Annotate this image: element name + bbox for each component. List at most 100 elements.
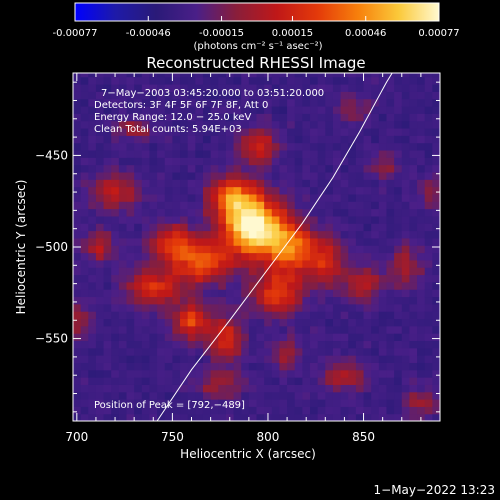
heatmap-cell (164, 340, 173, 349)
heatmap-cell (73, 340, 82, 349)
heatmap-cell (401, 201, 411, 210)
heatmap-cell (141, 83, 151, 92)
heatmap-cell (317, 347, 326, 356)
heatmap-cell (355, 186, 365, 195)
heatmap-cell (348, 384, 357, 393)
colorbar-tick-label: -0.00077 (53, 28, 98, 39)
heatmap-cell (157, 120, 166, 129)
heatmap-cell (332, 201, 342, 210)
heatmap-cell (264, 391, 273, 400)
heatmap-cell (95, 73, 105, 78)
heatmap-cell (80, 179, 89, 188)
heatmap-cell (164, 237, 173, 246)
heatmap-cell (134, 333, 143, 342)
heatmap-cell (118, 171, 128, 180)
heatmap-cell (141, 98, 151, 107)
heatmap-cell (134, 164, 143, 173)
heatmap-cell (195, 201, 204, 210)
heatmap-cell (80, 127, 89, 136)
heatmap-cell (386, 127, 395, 136)
heatmap-cell (141, 186, 151, 195)
heatmap-cell (141, 311, 151, 320)
heatmap-cell (141, 237, 151, 246)
heatmap-cell (302, 303, 311, 312)
heatmap-cell (248, 208, 258, 217)
heatmap-cell (355, 267, 365, 276)
heatmap-cell (264, 325, 273, 334)
heatmap-cell (164, 245, 173, 254)
heatmap-cell (172, 311, 181, 320)
heatmap-cell (332, 208, 342, 217)
heatmap-cell (218, 127, 227, 136)
heatmap-cell (256, 135, 265, 144)
heatmap-cell (409, 83, 418, 92)
heatmap-cell (241, 223, 250, 232)
heatmap-cell (73, 311, 82, 320)
heatmap-cell (95, 340, 105, 349)
heatmap-cell (378, 267, 388, 276)
heatmap-cell (271, 73, 281, 78)
heatmap-cell (118, 369, 128, 378)
heatmap-cell (157, 113, 166, 122)
heatmap-cell (157, 135, 166, 144)
heatmap-cell (355, 245, 365, 254)
heatmap-cell (401, 340, 411, 349)
heatmap-cell (241, 391, 250, 400)
heatmap-cell (180, 318, 189, 327)
heatmap-cell (325, 296, 334, 305)
heatmap-cell (325, 252, 334, 261)
heatmap-cell (118, 355, 128, 363)
heatmap-cell (195, 149, 204, 158)
heatmap-cell (332, 325, 342, 334)
heatmap-cell (310, 193, 319, 202)
heatmap-cell (256, 406, 265, 415)
heatmap-cell (111, 325, 120, 334)
heatmap-cell (195, 127, 204, 136)
heatmap-cell (317, 362, 326, 371)
heatmap-cell (310, 384, 319, 393)
heatmap-cell (202, 413, 212, 421)
heatmap-cell (424, 127, 433, 136)
heatmap-cell (294, 377, 303, 385)
heatmap-cell (340, 83, 349, 92)
heatmap-cell (80, 289, 89, 298)
heatmap-cell (126, 340, 135, 349)
heatmap-cell (210, 164, 219, 173)
heatmap-cell (294, 245, 303, 254)
heatmap-cell (424, 142, 433, 151)
heatmap-cell (340, 142, 349, 151)
heatmap-cell (256, 333, 265, 342)
heatmap-cell (88, 179, 97, 188)
heatmap-cell (287, 149, 296, 158)
heatmap-cell (432, 377, 440, 385)
heatmap-cell (126, 76, 135, 85)
heatmap-cell (279, 193, 288, 202)
heatmap-cell (310, 347, 319, 356)
heatmap-cell (141, 127, 151, 136)
heatmap-cell (195, 237, 204, 246)
heatmap-cell (363, 318, 372, 327)
heatmap-cell (325, 127, 334, 136)
heatmap-cell (394, 347, 403, 356)
heatmap-cell (134, 237, 143, 246)
heatmap-cell (256, 76, 265, 85)
heatmap-cell (141, 355, 151, 363)
heatmap-cell (172, 303, 181, 312)
heatmap-cell (294, 311, 303, 320)
heatmap-cell (103, 245, 112, 254)
heatmap-cell (202, 267, 212, 276)
heatmap-cell (218, 259, 227, 268)
heatmap-cell (340, 135, 349, 144)
heatmap-cell (195, 215, 204, 224)
heatmap-cell (95, 355, 105, 363)
heatmap-cell (118, 399, 128, 407)
heatmap-cell (264, 347, 273, 356)
heatmap-cell (432, 171, 440, 180)
heatmap-cell (371, 384, 380, 393)
heatmap-cell (325, 120, 334, 129)
heatmap-cell (348, 296, 357, 305)
heatmap-cell (248, 311, 258, 320)
heatmap-cell (302, 215, 311, 224)
heatmap-cell (378, 186, 388, 195)
